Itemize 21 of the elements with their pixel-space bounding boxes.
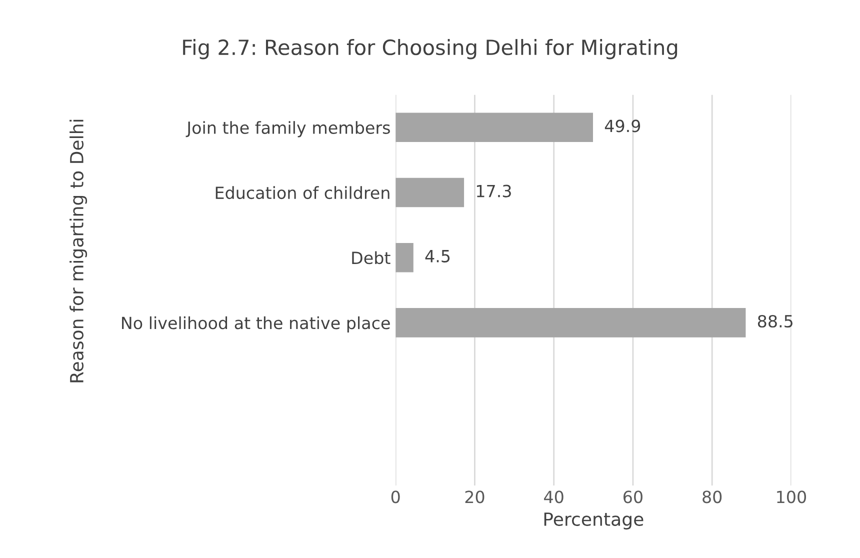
y-tick-label: No livelihood at the native place: [122, 316, 390, 333]
x-tick-label: 80: [702, 490, 722, 504]
data-label: 17.3: [476, 184, 511, 198]
y-tick-label: Education of children: [216, 186, 390, 200]
bar: [396, 112, 594, 142]
data-label: 49.9: [604, 120, 640, 132]
data-label: 4.5: [425, 250, 450, 262]
x-tick-label: 100: [777, 490, 806, 504]
x-tick-label: 60: [624, 490, 642, 504]
x-axis-title: Percentage: [544, 512, 644, 530]
y-tick-label: Join the family members: [186, 121, 390, 138]
bar: [396, 178, 464, 208]
x-tick-label: 20: [465, 490, 484, 504]
x-tick-label: 40: [544, 490, 564, 504]
bar: [396, 308, 746, 338]
chart-title: Fig 2.7: Reason for Choosing Delhi for Migrating: [183, 39, 678, 60]
x-tick-label: 0: [391, 490, 400, 504]
y-tick-label: Debt: [352, 251, 390, 264]
bar: [396, 242, 414, 272]
y-axis-title: Reason for migarting to Delhi: [70, 120, 88, 382]
data-label: 88.5: [758, 314, 792, 328]
